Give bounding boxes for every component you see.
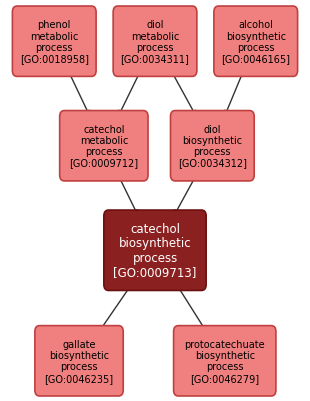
- FancyBboxPatch shape: [113, 7, 197, 77]
- Text: phenol
metabolic
process
[GO:0018958]: phenol metabolic process [GO:0018958]: [20, 20, 89, 64]
- FancyBboxPatch shape: [12, 7, 96, 77]
- Text: catechol
biosynthetic
process
[GO:0009713]: catechol biosynthetic process [GO:000971…: [113, 223, 197, 279]
- FancyBboxPatch shape: [35, 326, 123, 396]
- FancyBboxPatch shape: [174, 326, 276, 396]
- Text: catechol
metabolic
process
[GO:0009712]: catechol metabolic process [GO:0009712]: [69, 125, 138, 168]
- Text: diol
biosynthetic
process
[GO:0034312]: diol biosynthetic process [GO:0034312]: [178, 125, 247, 168]
- FancyBboxPatch shape: [60, 111, 148, 181]
- FancyBboxPatch shape: [104, 211, 206, 291]
- Text: gallate
biosynthetic
process
[GO:0046235]: gallate biosynthetic process [GO:0046235…: [45, 339, 113, 383]
- FancyBboxPatch shape: [214, 7, 298, 77]
- Text: alcohol
biosynthetic
process
[GO:0046165]: alcohol biosynthetic process [GO:0046165…: [221, 20, 290, 64]
- FancyBboxPatch shape: [170, 111, 254, 181]
- Text: protocatechuate
biosynthetic
process
[GO:0046279]: protocatechuate biosynthetic process [GO…: [184, 339, 265, 383]
- Text: diol
metabolic
process
[GO:0034311]: diol metabolic process [GO:0034311]: [121, 20, 189, 64]
